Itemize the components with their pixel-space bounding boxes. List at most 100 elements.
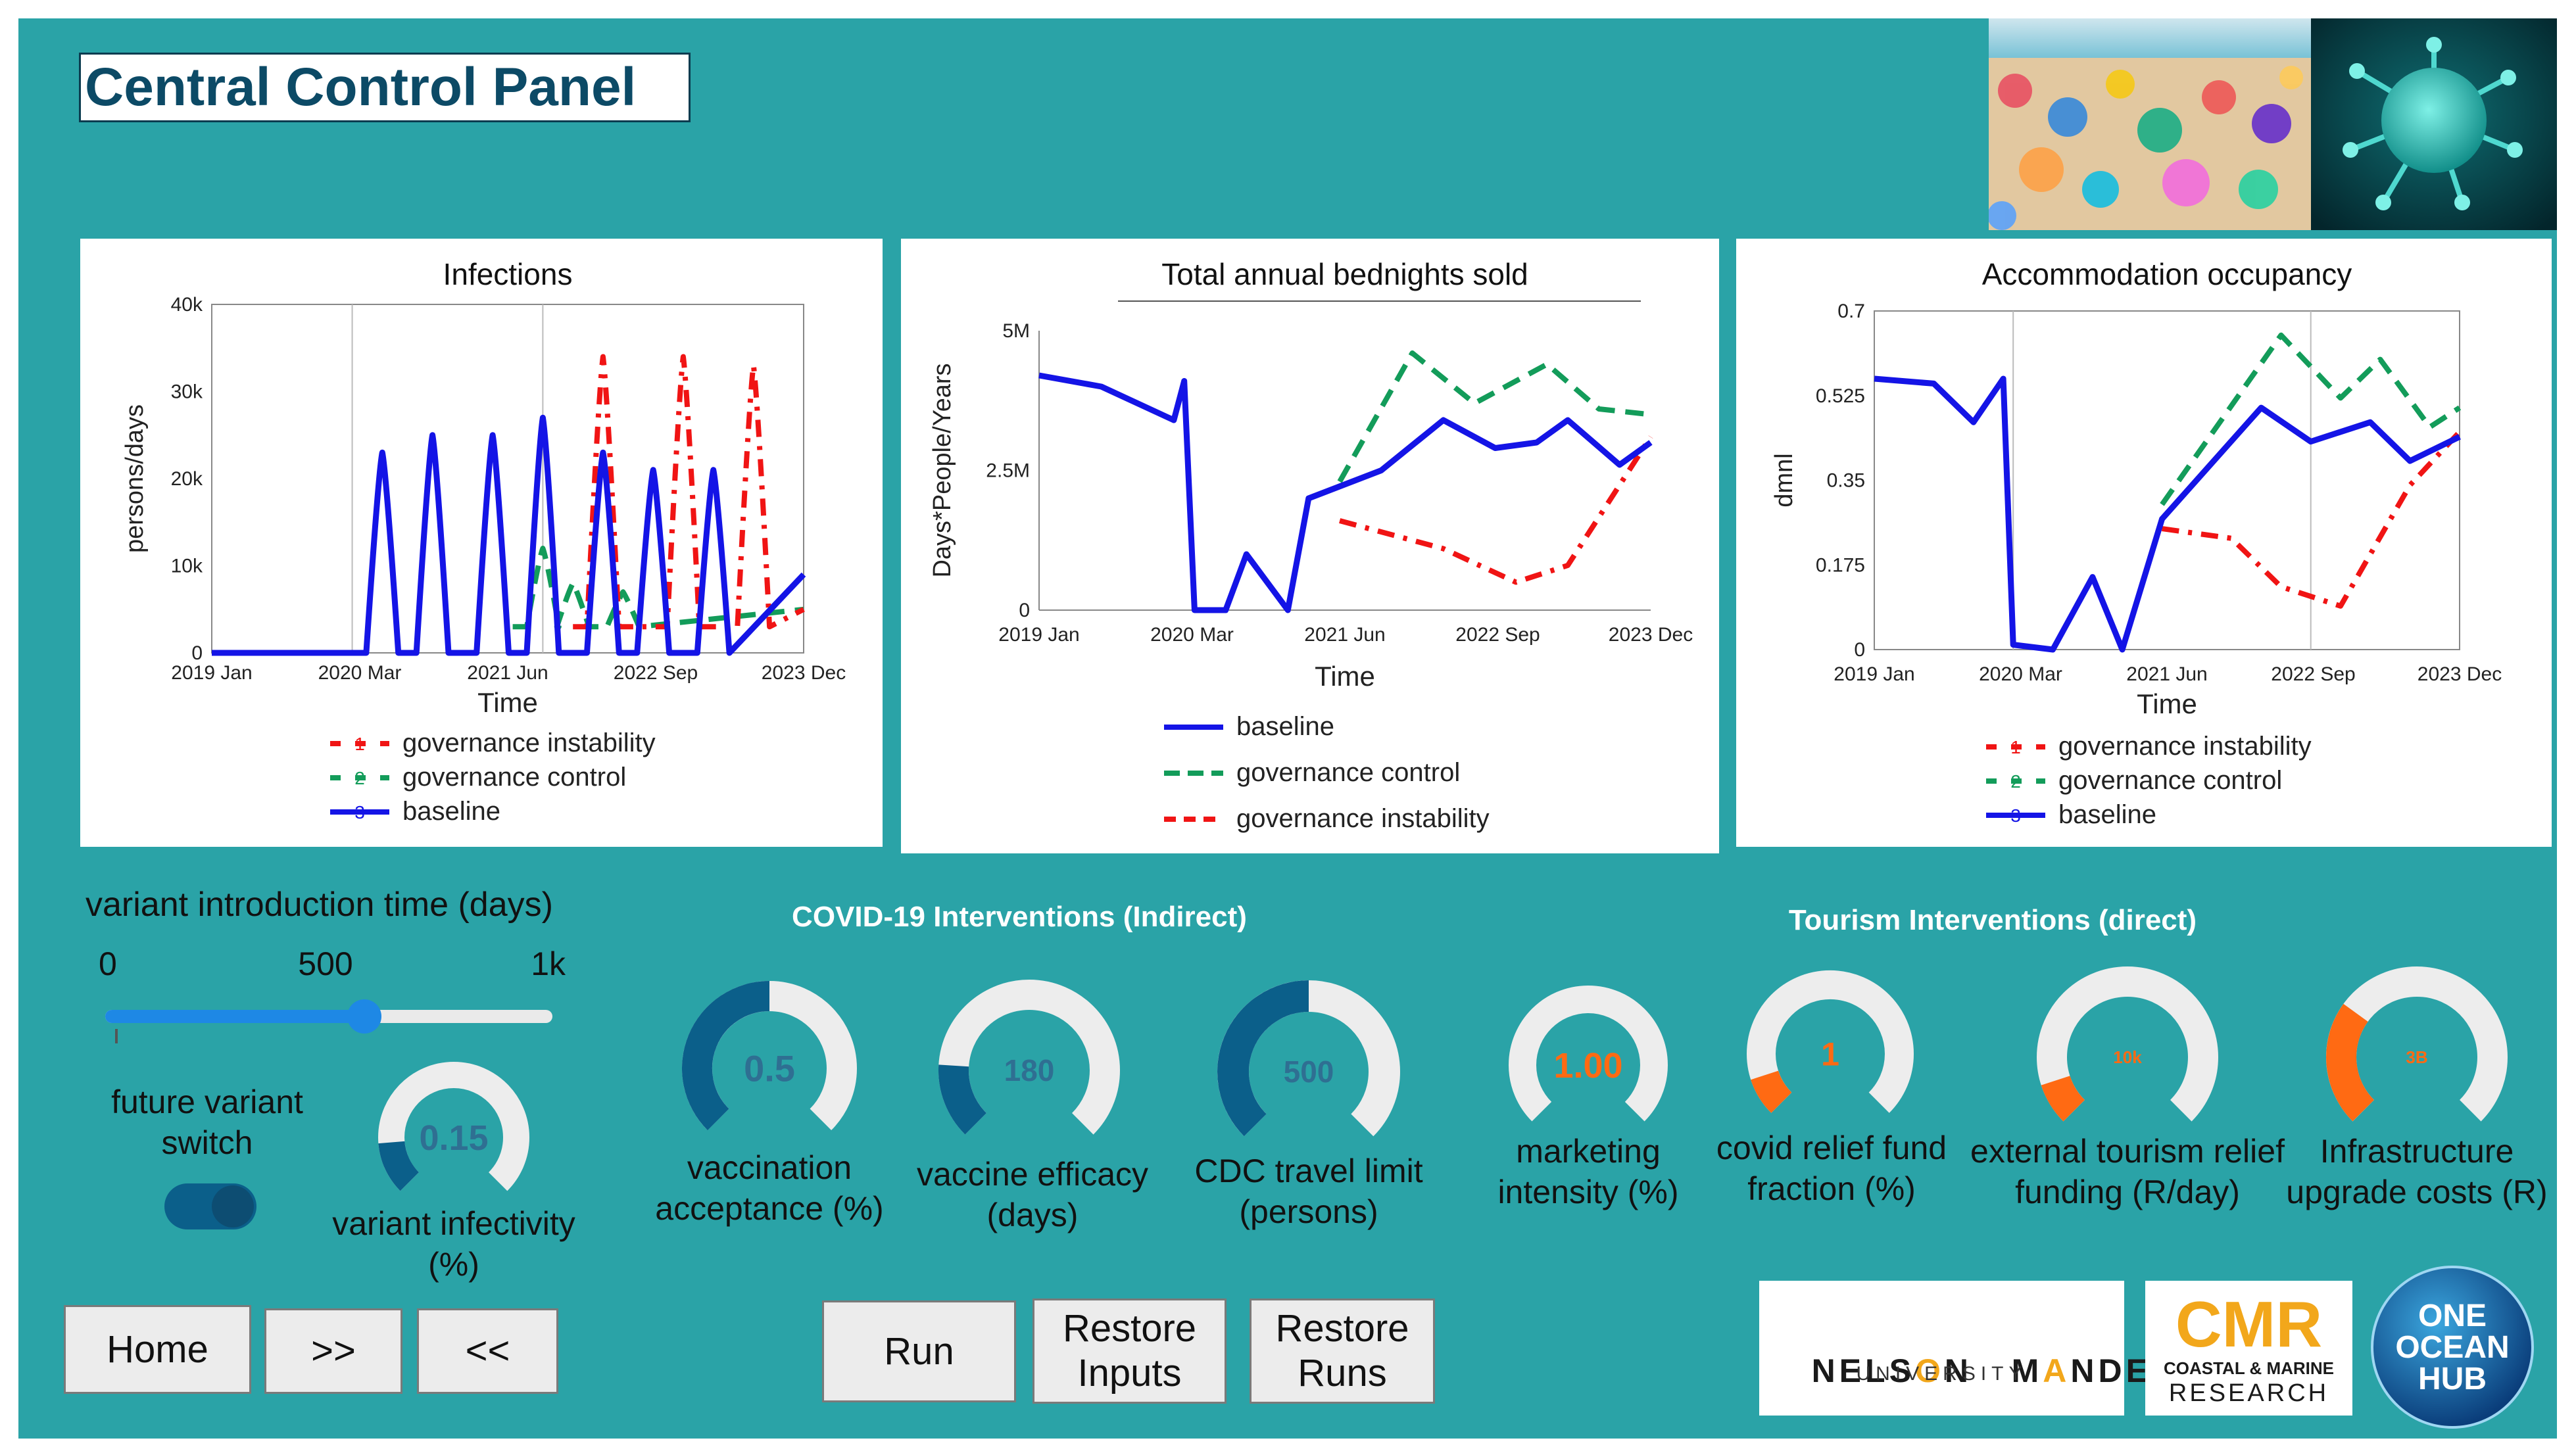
y-tick-label: 0.7 (1837, 300, 1865, 322)
gauge-track (1747, 970, 1914, 1113)
y-tick-label: 0 (191, 642, 203, 664)
y-tick-label: 30k (171, 381, 203, 403)
gauge-fill (1751, 1070, 1792, 1113)
legend-label: governance control (1236, 758, 1460, 787)
x-tick-label: 2022 Sep (2271, 663, 2355, 685)
gauge-fill (1217, 980, 1309, 1137)
gauge-2[interactable]: 0.5 (667, 966, 872, 1171)
y-tick-label: 0.525 (1816, 385, 1865, 407)
gauge-value: 1.00 (1553, 1046, 1622, 1085)
future-variant-switch[interactable] (164, 1183, 256, 1229)
legend-marker: 3 (2010, 805, 2021, 826)
gauge-value: 0.15 (419, 1118, 488, 1158)
nelson-mandela-university-logo: NELSON MANDELA UNIVERSITY (1759, 1281, 2200, 1416)
y-tick-label: 10k (171, 556, 203, 577)
gauge-dial: 1.00 (1509, 986, 1668, 1122)
x-axis-label: Time (1315, 661, 1375, 692)
gauge-8[interactable]: 3B (2311, 951, 2523, 1163)
ooh-line2: OCEAN (2395, 1330, 2510, 1365)
x-tick-label: 2023 Dec (762, 662, 846, 684)
gauge-label: vaccine efficacy (days) (916, 1156, 1149, 1233)
gauge-dial: 10k (2037, 966, 2218, 1122)
gauge-dial: 1 (1747, 970, 1914, 1113)
y-tick-label: 0.35 (1827, 470, 1865, 492)
x-tick-label: 2021 Jun (2126, 663, 2207, 685)
slider-fill (105, 1010, 365, 1023)
gauge-4[interactable]: 500 (1202, 965, 1416, 1179)
tourism-section-title: Tourism Interventions (direct) (1788, 904, 2197, 936)
gauge-track (1509, 986, 1668, 1122)
gauge-value: 500 (1284, 1055, 1334, 1089)
gauge-label: covid relief fund fraction (%) (1716, 1130, 1947, 1207)
restore-runs-button[interactable]: Restore Runs (1250, 1298, 1435, 1404)
x-tick-label: 2019 Jan (171, 662, 252, 684)
cmr-logo: CMR COASTAL & MARINE RESEARCH (2145, 1281, 2352, 1416)
x-tick-label: 2019 Jan (1834, 663, 1914, 685)
series-line-governance-control (512, 546, 804, 630)
x-tick-label: 2021 Jun (467, 662, 548, 684)
slider-thumb[interactable] (347, 999, 382, 1034)
home-button[interactable]: Home (64, 1305, 251, 1394)
gauge-3[interactable]: 180 (923, 965, 1135, 1176)
legend-label: governance control (402, 763, 626, 792)
gauge-dial: 0.15 (378, 1062, 529, 1191)
legend-marker: 1 (2010, 737, 2021, 757)
occupancy-chart: Accommodation occupancy 2019 Jan 2020 Mar 2… (1736, 239, 2552, 847)
y-tick-label: 2.5M (986, 460, 1030, 482)
cmr-big-text: CMR (2175, 1288, 2323, 1360)
gauge-6[interactable]: 1 (1732, 956, 1928, 1152)
one-ocean-hub-logo: ONE OCEAN HUB (2371, 1266, 2534, 1429)
x-tick-label: 2022 Sep (1455, 624, 1540, 646)
gauge-fill (2326, 1003, 2375, 1122)
restore-inputs-button[interactable]: Restore Inputs (1033, 1298, 1227, 1404)
cmr-line1: COASTAL & MARINE (2163, 1358, 2335, 1378)
x-tick-label: 2020 Mar (318, 662, 402, 684)
series-line-baseline (1874, 375, 2461, 653)
slider-start-tick (115, 1029, 118, 1043)
x-tick-label: 2020 Mar (1979, 663, 2062, 685)
gauge-dial: 3B (2326, 966, 2508, 1122)
gauge-1[interactable]: 0.15 (365, 1049, 543, 1226)
run-button[interactable]: Run (822, 1300, 1016, 1402)
gauge-label: Infrastructure upgrade costs (R) (2286, 1133, 2548, 1210)
next-button[interactable]: >> (264, 1308, 402, 1394)
x-axis-label: Time (477, 687, 538, 718)
slider-tick-max: 1k (531, 945, 566, 982)
y-tick-label: 5M (1002, 320, 1030, 342)
slider-tick-min: 0 (99, 945, 117, 982)
covid-section-title: COVID-19 Interventions (Indirect) (792, 901, 1247, 933)
gauge-track (378, 1062, 529, 1191)
x-tick-label: 2020 Mar (1150, 624, 1234, 646)
legend-label: baseline (2058, 800, 2156, 829)
y-tick-label: 40k (171, 294, 203, 316)
legend-marker: 2 (354, 768, 365, 788)
gauge-dial: 0.5 (681, 981, 857, 1131)
gauge-7[interactable]: 10k (2022, 951, 2233, 1163)
ooh-line1: ONE (2418, 1298, 2487, 1333)
x-tick-label: 2023 Dec (1609, 624, 1693, 646)
series-line-governance-control (1337, 350, 1651, 483)
previous-button[interactable]: << (417, 1308, 558, 1394)
x-tick-label: 2021 Jun (1304, 624, 1385, 646)
gauge-value: 3B (2406, 1047, 2427, 1067)
gauge-value: 0.5 (744, 1048, 795, 1089)
slider-label: variant introduction time (days) (85, 886, 553, 924)
plot-frame (1874, 310, 2460, 650)
series-line-governance-instability (1339, 435, 1653, 585)
legend-marker: 2 (2010, 771, 2021, 792)
gauge-label: variant infectivity (%) (332, 1205, 575, 1283)
y-tick-label: 20k (171, 468, 203, 490)
gauge-fill (378, 1141, 420, 1191)
series-line-governance-instability (2161, 430, 2462, 609)
x-tick-label: 2022 Sep (614, 662, 698, 684)
legend-label: baseline (402, 797, 500, 826)
y-axis-label: Days*People/Years (929, 363, 956, 577)
gauge-dial: 180 (938, 980, 1120, 1135)
gauge-5[interactable]: 1.00 (1495, 972, 1682, 1158)
gauge-track (2037, 966, 2218, 1122)
gauge-fill (938, 1064, 987, 1135)
legend-label: governance instability (2058, 732, 2312, 761)
legend-label: baseline (1236, 712, 1334, 741)
gauge-dial: 500 (1217, 980, 1400, 1137)
series-line-governance-control (2160, 332, 2462, 506)
